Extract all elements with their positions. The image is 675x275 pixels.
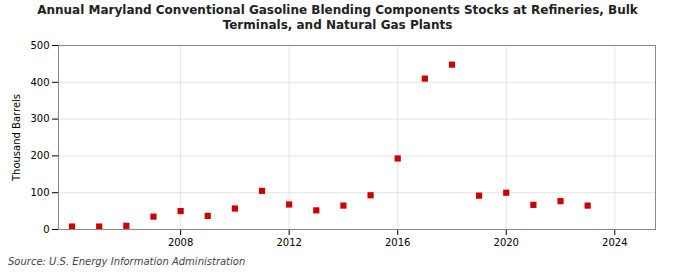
svg-text:300: 300 [30,113,49,124]
svg-text:400: 400 [30,77,49,88]
svg-text:500: 500 [30,40,49,51]
svg-text:2016: 2016 [385,237,410,248]
html-text:Annual Maryland Conventional G: Annual Maryland Conventional Gasoline Bl… [37,3,638,32]
svg-text:2024: 2024 [602,237,627,248]
svg-text:0: 0 [43,224,49,235]
svg-text:2008: 2008 [168,237,193,248]
svg-text:2012: 2012 [276,237,301,248]
svg-text:100: 100 [30,187,49,198]
svg-text:Thousand Barrels: Thousand Barrels [11,94,22,182]
html-text:Source: U.S. Energy Informatio: Source: U.S. Energy Information Administ… [8,256,246,267]
svg-text:2020: 2020 [494,237,519,248]
svg-text:200: 200 [30,150,49,161]
